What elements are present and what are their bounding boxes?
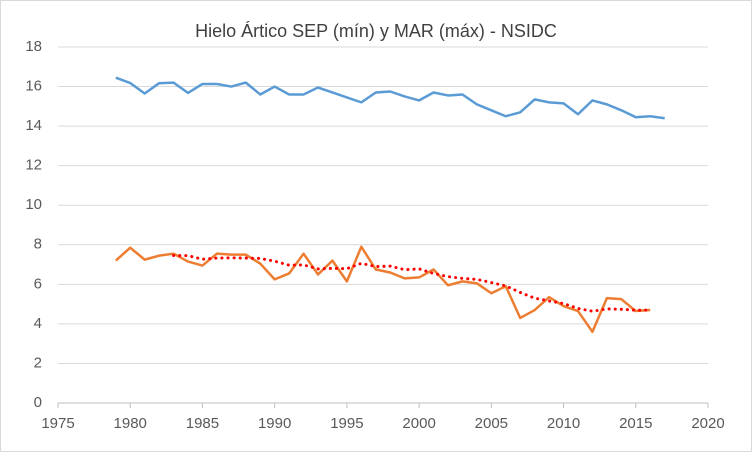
y-tick-label: 0 bbox=[34, 394, 42, 411]
y-tick-label: 14 bbox=[25, 117, 42, 134]
y-tick-label: 2 bbox=[34, 354, 42, 371]
y-tick-label: 8 bbox=[34, 236, 42, 253]
x-tick-label: 2005 bbox=[475, 415, 508, 432]
series-line bbox=[114, 245, 651, 334]
y-tick-label: 12 bbox=[25, 157, 42, 174]
y-tick-label: 6 bbox=[34, 275, 42, 292]
x-tick-label: 2020 bbox=[691, 415, 724, 432]
x-tick-label: 1995 bbox=[330, 415, 363, 432]
x-tick-label: 1980 bbox=[114, 415, 147, 432]
x-tick-label: 1985 bbox=[186, 415, 219, 432]
x-tick-label: 2010 bbox=[547, 415, 580, 432]
x-tick-label: 1990 bbox=[258, 415, 291, 432]
y-tick-label: 4 bbox=[34, 315, 42, 332]
chart-title: Hielo Ártico SEP (mín) y MAR (máx) - NSI… bbox=[195, 21, 557, 41]
y-tick-label: 18 bbox=[25, 38, 42, 55]
y-tick-label: 16 bbox=[25, 78, 42, 95]
series-line bbox=[115, 76, 665, 120]
y-tick-label: 10 bbox=[25, 196, 42, 213]
x-tick-label: 2015 bbox=[619, 415, 652, 432]
x-tick-label: 1975 bbox=[41, 415, 74, 432]
trend-line bbox=[172, 253, 652, 313]
x-tick-label: 2000 bbox=[402, 415, 435, 432]
